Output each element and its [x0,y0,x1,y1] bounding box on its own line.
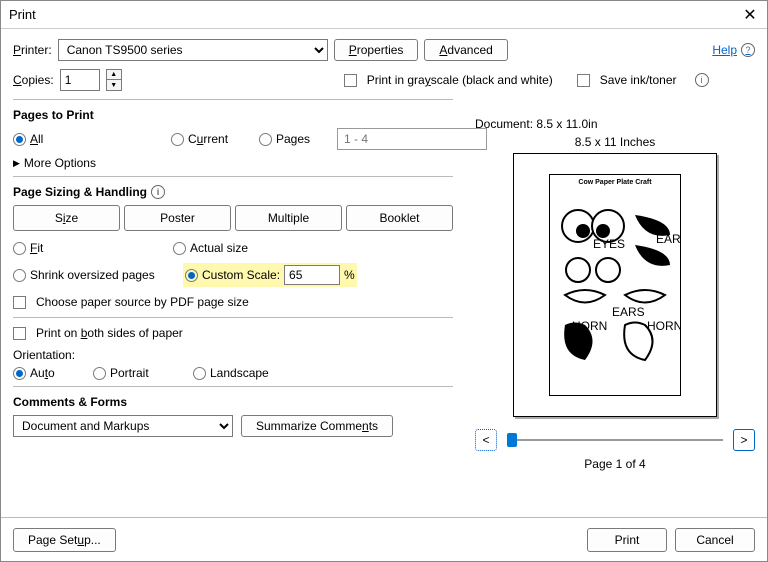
booklet-button[interactable]: Booklet [346,205,453,231]
portrait-label: Portrait [110,366,149,380]
comments-title: Comments & Forms [13,395,453,409]
choose-paper-label: Choose paper source by PDF page size [36,295,249,309]
svg-text:EARS: EARS [656,232,680,246]
print-dialog: Print ✕ Printer: Canon TS9500 series Pro… [0,0,768,562]
copies-label: Copies: [13,73,54,87]
custom-label: Custom Scale: [202,268,280,282]
svg-text:EARS: EARS [612,305,645,319]
info-icon[interactable]: i [695,73,709,87]
preview-column: Document: 8.5 x 11.0in 8.5 x 11 Inches C… [475,117,755,471]
titlebar: Print ✕ [1,1,767,29]
window-title: Print [9,7,741,22]
pages-pages-label: Pages [276,132,310,146]
pages-pages-radio[interactable] [259,133,272,146]
printer-row: Printer: Canon TS9500 series Properties … [13,39,755,61]
advanced-button[interactable]: Advanced [424,39,507,61]
custom-radio[interactable] [185,269,198,282]
landscape-label: Landscape [210,366,269,380]
shrink-label: Shrink oversized pages [30,268,155,282]
comments-select[interactable]: Document and Markups [13,415,233,437]
spinner-up-icon[interactable]: ▲ [107,70,121,80]
portrait-radio[interactable] [93,367,106,380]
printer-select[interactable]: Canon TS9500 series [58,39,328,61]
fit-label: Fit [30,241,43,255]
percent-label: % [344,268,355,282]
both-sides-checkbox[interactable] [13,327,26,340]
size-button[interactable]: Size [13,205,120,231]
pages-section: Pages to Print All Current Pages ▶ More … [13,99,453,170]
pages-current-radio[interactable] [171,133,184,146]
custom-scale-input[interactable] [284,265,340,285]
page-setup-button[interactable]: Page Setup... [13,528,116,552]
preview-size-label: 8.5 x 11 Inches [475,135,755,149]
spinner-down-icon[interactable]: ▼ [107,80,121,90]
choose-paper-checkbox[interactable] [13,296,26,309]
footer: Page Setup... Print Cancel [1,517,767,561]
grayscale-label: Print in grayscale (black and white) [367,73,553,87]
pages-all-radio[interactable] [13,133,26,146]
auto-label: Auto [30,366,55,380]
both-sides-label: Print on both sides of paper [36,326,183,340]
more-options-toggle[interactable]: ▶ More Options [13,156,453,170]
preview-prev-button[interactable]: < [475,429,497,451]
shrink-radio[interactable] [13,269,26,282]
document-size-label: Document: 8.5 x 11.0in [475,117,755,131]
preview-slider[interactable] [507,433,723,447]
printer-label: Printer: [13,43,52,57]
sizing-title: Page Sizing & Handling i [13,185,453,199]
summarize-button[interactable]: Summarize Comments [241,415,393,437]
properties-button[interactable]: Properties [334,39,419,61]
pages-all-label: All [30,132,43,146]
sizing-section: Page Sizing & Handling i Size Poster Mul… [13,176,453,309]
copies-row: Copies: ▲ ▼ Print in grayscale (black an… [13,69,755,91]
preview-content-icon: EYES EARS EARS HORN HORN [550,175,680,395]
close-icon[interactable]: ✕ [741,6,759,24]
saveink-label: Save ink/toner [600,73,677,87]
saveink-checkbox[interactable] [577,74,590,87]
actual-radio[interactable] [173,242,186,255]
help-link[interactable]: Help ? [712,43,755,57]
duplex-section: Print on both sides of paper Orientation… [13,317,453,380]
poster-button[interactable]: Poster [124,205,231,231]
grayscale-checkbox[interactable] [344,74,357,87]
pages-title: Pages to Print [13,108,453,122]
pages-current-label: Current [188,132,228,146]
cancel-button[interactable]: Cancel [675,528,755,552]
copies-spinner[interactable]: ▲ ▼ [106,69,122,91]
pages-range-input[interactable] [337,128,487,150]
page-indicator: Page 1 of 4 [475,457,755,471]
multiple-button[interactable]: Multiple [235,205,342,231]
preview-next-button[interactable]: > [733,429,755,451]
svg-text:HORN: HORN [572,319,607,333]
orientation-label: Orientation: [13,348,453,362]
actual-label: Actual size [190,241,248,255]
help-icon: ? [741,43,755,57]
copies-input[interactable] [60,69,100,91]
print-button[interactable]: Print [587,528,667,552]
auto-radio[interactable] [13,367,26,380]
svg-text:HORN: HORN [647,319,680,333]
preview-page: Cow Paper Plate Craft [513,153,717,417]
svg-text:EYES: EYES [593,237,625,251]
fit-radio[interactable] [13,242,26,255]
landscape-radio[interactable] [193,367,206,380]
chevron-right-icon: ▶ [13,158,20,169]
comments-section: Comments & Forms Document and Markups Su… [13,386,453,437]
info-icon[interactable]: i [151,185,165,199]
slider-thumb[interactable] [507,433,517,447]
preview-doc-title: Cow Paper Plate Craft [550,179,680,186]
